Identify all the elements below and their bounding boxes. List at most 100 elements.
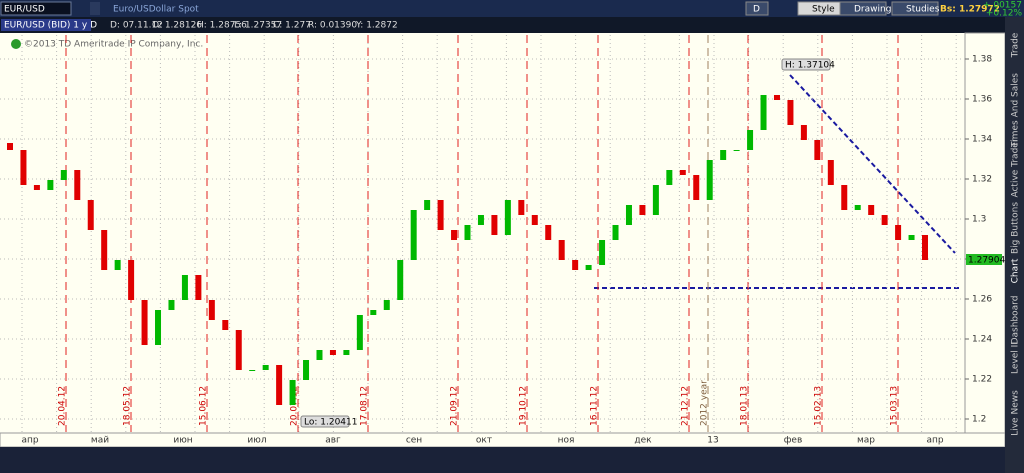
candle-body [329,350,336,355]
y-tick-label: 1.26 [972,295,992,305]
y-tick-label: 1.38 [972,55,992,65]
description: Euro/USDollar Spot [113,5,199,15]
x-tick-label: апр [926,436,943,446]
x-tick-label: окт [476,436,492,446]
candle-body [585,265,592,270]
sidebar-tab[interactable]: Chart [1011,258,1021,283]
candle-body [827,160,834,185]
candle-body [383,300,390,310]
bottom-bar [0,447,1005,473]
candle-body [101,230,108,270]
candle-body [33,185,40,190]
sidebar-tab[interactable]: Dashboard [1011,296,1021,345]
menu-button[interactable] [90,2,100,15]
candle-body [424,200,431,210]
candle-body [168,300,175,310]
info-value: R: 0.01390 [308,21,357,31]
x-tick-label: мар [857,436,875,446]
toolbar-button-label: Studies [906,5,940,15]
candle-body [760,95,767,130]
candle-body [639,205,646,215]
candle-body [181,275,188,300]
y-tick-label: 1.24 [972,335,992,345]
low-label: Lo: 1.20411 [304,418,357,428]
candle-body [693,175,700,200]
y-tick-label: 1.32 [972,175,992,185]
candle-body [720,150,727,160]
x-tick-label: май [91,436,109,446]
sidebar [1005,17,1024,473]
candle-body [464,225,471,240]
candle-body [222,320,229,330]
candle-body [504,200,511,235]
plot-area [0,33,965,433]
sidebar-tab[interactable]: Times And Sales [1011,73,1021,148]
candle-body [20,150,27,185]
x-tick-label: июн [173,436,192,446]
candle-body [895,225,902,240]
candle-body [814,140,821,160]
candle-body [410,210,417,260]
event-label: 20.07.12 [290,386,300,426]
candle-body [356,315,363,350]
candle-body [841,185,848,210]
info-bar [0,17,1005,33]
toolbar-button[interactable] [839,1,887,16]
candle-body [208,300,215,320]
time-axis [0,432,1006,448]
copyright: ©2013 TD Ameritrade IP Company, Inc. [24,40,203,50]
candle-body [747,130,754,150]
change: +.00157 [983,1,1022,11]
candle-body [276,365,283,405]
candle-body [74,170,81,200]
candle-body [773,95,780,100]
toolbar-button[interactable] [745,1,769,16]
candle-body [854,205,861,210]
candle-body [491,215,498,235]
event-label: 17.08.12 [360,386,370,426]
logo [11,39,21,49]
candle-body [397,260,404,300]
candle-body [652,185,659,215]
info-value: H: 1.28756 [197,21,247,31]
symbol-box[interactable] [0,1,72,16]
candle-body [477,215,484,225]
sidebar-tab[interactable]: Level II [1011,342,1021,374]
event-label: 16.11.12 [590,386,600,426]
candle-body [572,260,579,270]
event-label: 20.04.12 [58,386,68,426]
candle-body [881,215,888,225]
info-value: Y: 1.2872 [355,21,398,31]
sidebar-tab[interactable]: Big Buttons [1011,202,1021,254]
x-tick-label: июл [247,436,266,446]
candle-body [47,180,54,190]
event-label: 15.03.13 [890,386,900,426]
event-label: 18.01.13 [740,386,750,426]
y-tick-label: 1.3 [972,215,986,225]
candle-body [679,170,686,175]
x-tick-label: апр [21,436,38,446]
y-tick-label: 1.34 [972,135,992,145]
x-tick-label: сен [406,436,422,446]
candle-body [800,125,807,140]
event-label: 19.10.12 [519,386,529,426]
candle-body [666,170,673,185]
candle-body [558,240,565,260]
candle-body [599,240,606,265]
candle-body [87,200,94,230]
chart-title: EUR/USD (BID) 1 y D [4,21,97,31]
x-tick-label: 13 [707,436,718,446]
low-label-box [300,415,350,428]
x-tick-label: дек [634,436,652,446]
sidebar-tab[interactable]: Active Trader [1011,138,1021,197]
sidebar-tab[interactable]: Trade [1011,32,1021,58]
sidebar-tab[interactable]: Live News [1011,390,1021,436]
candle-body [531,215,538,225]
x-tick-label: фев [784,436,803,446]
candle-body [155,310,162,345]
toolbar-button[interactable] [891,1,939,16]
title-box [1,19,91,31]
price-axis [964,32,1006,434]
info-value: O: 1.28126 [152,21,202,31]
y-tick-label: 1.22 [972,375,992,385]
